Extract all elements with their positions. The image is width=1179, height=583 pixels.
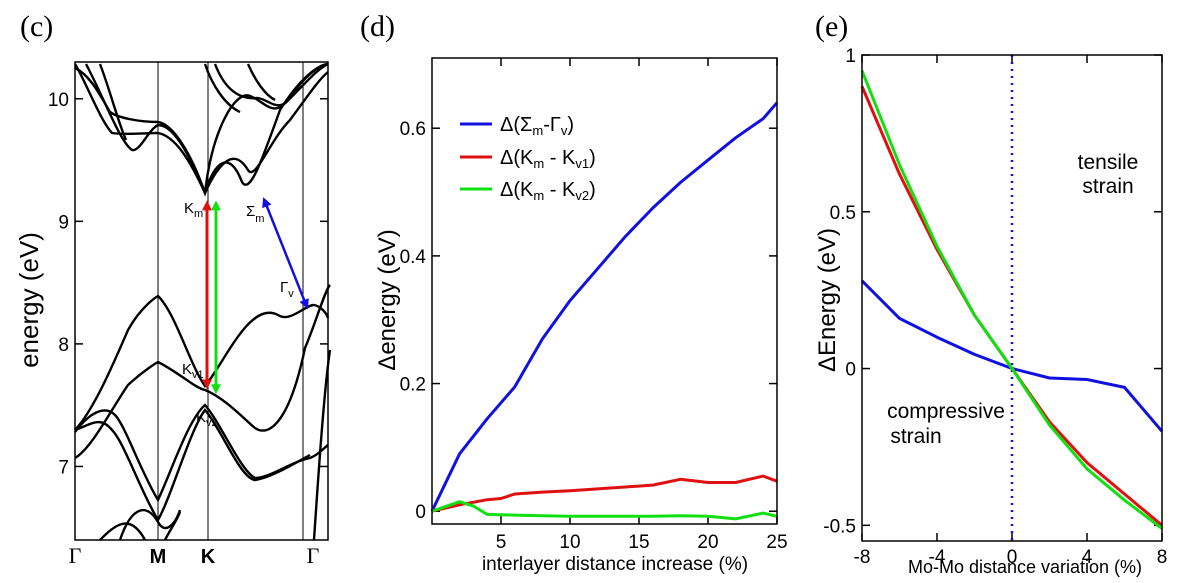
interlayer-series bbox=[430, 101, 779, 521]
x-tick-label: 20 bbox=[697, 532, 718, 553]
interlayer-panel: (d) Δenergy (eV) interlayer distance inc… bbox=[360, 10, 788, 575]
x-tick-label: -4 bbox=[929, 547, 946, 568]
x-tick-label: 4 bbox=[1082, 547, 1093, 568]
band-curve bbox=[74, 408, 311, 523]
panel-label-e: (e) bbox=[815, 10, 848, 43]
x-tick-label: 25 bbox=[766, 532, 787, 553]
kpoint-label-k: K bbox=[201, 546, 216, 568]
interlayer-plot-frame bbox=[431, 57, 778, 525]
series-line-green bbox=[860, 70, 1163, 530]
band-curve bbox=[98, 63, 128, 141]
band-curve bbox=[74, 403, 329, 503]
y-tick-label: 0.2 bbox=[400, 375, 426, 396]
y-tick-label: 1 bbox=[845, 46, 856, 67]
strain-panel: (e) ΔEnergy (eV) Mo-Mo distance variatio… bbox=[814, 10, 1167, 577]
kpoint-label-gamma-left: Γ bbox=[69, 543, 82, 568]
legend-entry-km-kv2: Δ(Km - Kv2) bbox=[500, 179, 596, 203]
band-y-tick-label: 9 bbox=[58, 212, 69, 233]
annotation-compressive: compressive bbox=[887, 400, 1005, 423]
legend-entry-sigma-gamma: Δ(Σm-Γv) bbox=[500, 114, 574, 138]
interlayer-y-axis-label: Δenergy (eV) bbox=[374, 229, 401, 370]
strain-x-axis-label: Mo-Mo distance variation (%) bbox=[908, 557, 1142, 577]
band-y-ticks: 7 8 9 10 bbox=[48, 90, 328, 478]
band-curve bbox=[203, 63, 241, 114]
y-tick-label: 0.4 bbox=[400, 247, 427, 268]
y-tick-label: 0.5 bbox=[830, 203, 856, 224]
label-sigma-m: Σm bbox=[246, 203, 264, 225]
series-line-red bbox=[431, 474, 778, 513]
panel-label-d: (d) bbox=[360, 10, 395, 43]
band-structure-panel: (c) energy (eV) bbox=[14, 10, 332, 568]
strain-axes: -8 -4 0 4 8 -0.5 0 0.5 1 bbox=[823, 46, 1167, 568]
transition-arrow-sigma-gamma bbox=[262, 197, 309, 310]
band-curve bbox=[246, 63, 276, 102]
band-plot-frame bbox=[74, 61, 329, 541]
x-tick-label: 5 bbox=[496, 532, 507, 553]
band-curve bbox=[213, 62, 329, 107]
panel-label-c: (c) bbox=[20, 10, 53, 43]
series-line-green bbox=[431, 500, 778, 521]
interlayer-x-axis-label: interlayer distance increase (%) bbox=[482, 554, 748, 575]
band-curves bbox=[73, 62, 332, 541]
band-curve bbox=[74, 62, 329, 197]
band-y-tick-label: 8 bbox=[58, 335, 69, 356]
y-tick-label: 0 bbox=[415, 502, 426, 523]
y-tick-label: 0 bbox=[845, 360, 856, 381]
band-curve bbox=[73, 63, 329, 196]
strain-plot-frame bbox=[861, 54, 1163, 542]
kpoint-label-m: M bbox=[150, 546, 167, 568]
y-tick-label: 0.6 bbox=[400, 119, 426, 140]
y-tick-label: -0.5 bbox=[823, 516, 856, 537]
band-y-axis-label: energy (eV) bbox=[14, 232, 44, 368]
annotation-tensile: tensile bbox=[1078, 151, 1139, 174]
band-y-tick-label: 10 bbox=[48, 90, 69, 111]
band-curve bbox=[84, 63, 207, 194]
annotation-tensile-strain: strain bbox=[1082, 175, 1133, 198]
strain-series bbox=[860, 70, 1164, 530]
annotation-compressive-strain: strain bbox=[890, 425, 941, 448]
label-km: Km bbox=[184, 200, 203, 220]
band-curve bbox=[203, 62, 329, 194]
interlayer-axes: 5 10 15 20 25 0 0.2 0.4 0.6 bbox=[400, 58, 788, 553]
band-curve bbox=[163, 511, 182, 541]
band-y-tick-label: 7 bbox=[58, 457, 69, 478]
x-tick-label: 15 bbox=[628, 532, 649, 553]
label-gamma-v: Γv bbox=[280, 279, 294, 300]
legend-entry-km-kv1: Δ(Km - Kv1) bbox=[500, 147, 596, 171]
x-tick-label: 0 bbox=[1007, 547, 1018, 568]
x-tick-label: -8 bbox=[854, 547, 871, 568]
label-kv2: Kv2 bbox=[196, 409, 218, 429]
legend: Δ(Σm-Γv) Δ(Km - Kv1) Δ(Km - Kv2) bbox=[460, 114, 596, 203]
x-tick-label: 10 bbox=[559, 532, 580, 553]
series-line-blue bbox=[430, 101, 779, 512]
strain-y-axis-label: ΔEnergy (eV) bbox=[814, 228, 841, 372]
x-tick-label: 8 bbox=[1157, 547, 1168, 568]
label-kv1: Kv1 bbox=[182, 361, 204, 381]
band-curve bbox=[99, 522, 147, 541]
kpoint-label-gamma-right: Γ bbox=[307, 543, 320, 568]
